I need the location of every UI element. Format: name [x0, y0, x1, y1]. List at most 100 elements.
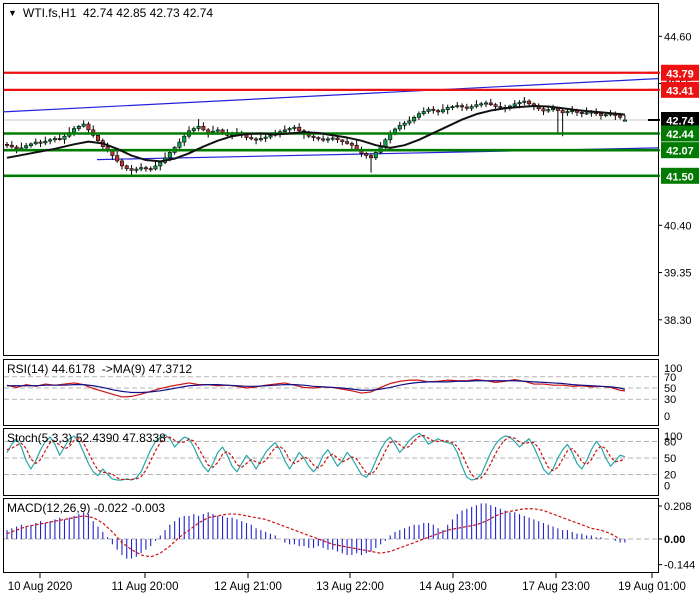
candle — [402, 122, 407, 126]
candle — [416, 113, 421, 118]
candle — [139, 167, 144, 170]
main-chart-area[interactable] — [3, 3, 658, 356]
macd-panel-area[interactable] — [3, 498, 658, 573]
candle — [622, 119, 627, 122]
candle — [263, 136, 268, 139]
candle — [287, 128, 292, 131]
rsi-scale-label: 100 — [664, 363, 682, 375]
time-label: 14 Aug 23:00 — [419, 581, 487, 593]
price-badge — [661, 81, 699, 98]
price-badge-label: 43.79 — [666, 68, 694, 80]
rsi-scale-label: 70 — [664, 372, 676, 384]
candle — [551, 108, 556, 110]
price-badge — [661, 125, 699, 142]
candle — [436, 110, 441, 113]
candle — [33, 141, 38, 145]
candle — [488, 102, 493, 106]
candle — [96, 135, 101, 142]
trendline-upper-channel — [2, 78, 659, 113]
price-badge-label: 41.50 — [666, 171, 694, 183]
rsi-panel-area[interactable] — [3, 359, 658, 426]
candle — [48, 139, 53, 142]
candle — [196, 126, 201, 129]
time-label: 10 Aug 2020 — [8, 581, 73, 593]
price-tick-label: 38.30 — [664, 315, 692, 327]
main-panel-frame — [3, 3, 659, 356]
candle — [119, 160, 124, 167]
rsi-line-MA(9) — [7, 380, 626, 394]
stoch-scale-label: 100 — [664, 431, 682, 443]
time-label: 19 Aug 01:00 — [618, 581, 686, 593]
candle — [14, 146, 19, 150]
rsi-panel-frame — [3, 359, 659, 426]
candle — [143, 167, 148, 170]
candle — [148, 168, 153, 171]
candle — [421, 111, 426, 114]
candle — [364, 153, 369, 156]
candle — [153, 165, 158, 170]
price-scale[interactable] — [659, 0, 700, 574]
candle — [340, 139, 345, 142]
price-badge-label: 43.41 — [666, 85, 694, 97]
candle — [177, 141, 182, 148]
candle — [325, 138, 330, 141]
candle — [38, 141, 43, 144]
candle — [86, 123, 91, 131]
ma-line — [6, 105, 626, 163]
candle — [201, 126, 206, 131]
time-label: 11 Aug 20:00 — [112, 581, 179, 593]
candle — [43, 140, 48, 144]
candle — [565, 111, 570, 114]
macd-scale-label: 0.00 — [664, 534, 685, 546]
candle — [560, 110, 565, 114]
candle — [455, 105, 460, 108]
candle — [249, 137, 254, 140]
candle — [598, 113, 603, 116]
candle — [297, 126, 302, 132]
mac-panel-frame — [3, 498, 659, 573]
candle — [469, 106, 474, 109]
macd-scale-label: -0.144 — [664, 560, 695, 572]
price-badge — [661, 112, 699, 128]
candle — [349, 143, 354, 146]
candle — [603, 114, 608, 117]
macd-scale-label: 0.208 — [664, 501, 692, 513]
price-badge-label: 42.07 — [666, 146, 694, 158]
candle — [618, 115, 623, 118]
candle — [527, 100, 532, 105]
candle — [316, 137, 321, 140]
candle — [5, 144, 10, 146]
price-badge-label: 42.74 — [666, 116, 694, 128]
candle — [412, 117, 417, 122]
price-tick-label: 40.40 — [664, 220, 692, 232]
stoch-line-%D — [6, 434, 626, 481]
candle — [445, 107, 450, 110]
candle — [517, 102, 522, 105]
candle — [579, 112, 584, 114]
stoch-line-%K — [6, 432, 626, 481]
candle — [28, 143, 33, 146]
candle — [464, 106, 469, 109]
price-badge-label: 42.44 — [666, 129, 694, 141]
candle — [215, 129, 220, 132]
rsi-scale-label: 30 — [664, 394, 676, 406]
candle — [512, 103, 517, 107]
candle — [335, 137, 340, 141]
candle — [191, 128, 196, 132]
stoch-scale-label: 50 — [664, 453, 676, 465]
candle — [268, 135, 273, 138]
time-label: 13 Aug 22:00 — [316, 581, 384, 593]
candle — [182, 135, 187, 143]
candle — [450, 106, 455, 109]
candle — [474, 104, 479, 107]
price-tick-label: 39.35 — [664, 268, 692, 280]
candle — [479, 103, 484, 106]
price-badge — [661, 64, 699, 81]
stoch-panel-area[interactable] — [3, 428, 658, 496]
candle — [584, 112, 589, 115]
candle — [483, 102, 488, 105]
time-scale[interactable] — [0, 574, 700, 600]
candle — [52, 138, 57, 141]
candle — [493, 104, 498, 107]
